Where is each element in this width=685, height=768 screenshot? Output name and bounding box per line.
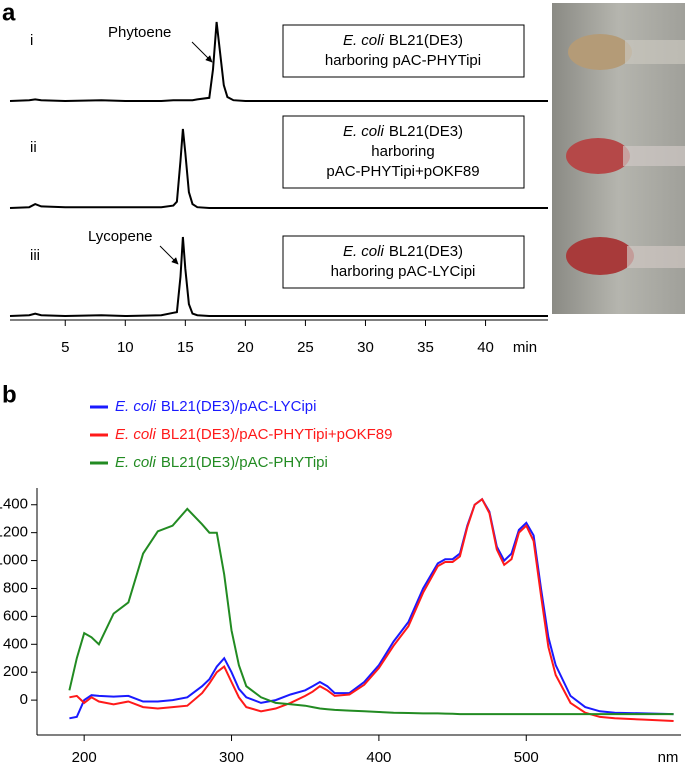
spectrum [69, 497, 674, 722]
box-text: BL21(DE3) [389, 32, 463, 49]
box-text: E. coli BL21(DE3) [343, 123, 463, 140]
trace [9, 21, 548, 103]
box-text: E. coli BL21(DE3) [343, 32, 463, 49]
legend-prefix: E. coli [115, 398, 157, 415]
legend-name: BL21(DE3)/pAC-PHYTipi+pOKF89 [161, 426, 393, 443]
trace-label: ii [30, 139, 37, 156]
y-tick-label: 1200 [0, 524, 28, 541]
x-tick-label: 30 [357, 339, 374, 356]
trace-label: iii [30, 247, 40, 264]
y-tick-label: 600 [3, 607, 28, 624]
y-tick-label: 0 [20, 691, 28, 708]
y-tick-label: 200 [3, 663, 28, 680]
legend-entry: E. coli BL21(DE3)/pAC-LYCipi [115, 398, 316, 415]
x-tick-label: 15 [177, 339, 194, 356]
legend-name: BL21(DE3)/pAC-PHYTipi [161, 454, 328, 471]
box-text-italic: E. coli [343, 32, 385, 49]
x-axis-label: nm [658, 749, 679, 766]
box-text: pAC-PHYTipi+pOKF89 [326, 163, 479, 180]
box-text: BL21(DE3) [389, 243, 463, 260]
box-text-italic: E. coli [343, 123, 385, 140]
x-tick-label: 40 [477, 339, 494, 356]
x-axis-label: min [513, 339, 537, 356]
box-text-italic: E. coli [343, 243, 385, 260]
legend-entry: E. coli BL21(DE3)/pAC-PHYTipi+pOKF89 [115, 426, 392, 443]
x-tick-label: 25 [297, 339, 314, 356]
x-tick-label: 400 [366, 749, 391, 766]
photo [552, 3, 685, 314]
panel-label: b [2, 381, 17, 408]
legend-entry: E. coli BL21(DE3)/pAC-PHYTipi [115, 454, 328, 471]
x-tick-label: 20 [237, 339, 254, 356]
annotation: Lycopene [88, 228, 153, 245]
box-text: harboring pAC-PHYTipi [325, 52, 481, 69]
y-tick-label: 1000 [0, 552, 28, 569]
y-tick-label: 800 [3, 579, 28, 596]
x-tick-label: 500 [514, 749, 539, 766]
label-box [282, 115, 525, 189]
legend-prefix: E. coli [115, 426, 157, 443]
annotation: Phytoene [108, 24, 171, 41]
spectrum [68, 507, 674, 716]
box-text: E. coli BL21(DE3) [343, 243, 463, 260]
legend-name: BL21(DE3)/pAC-LYCipi [161, 398, 317, 415]
trace [9, 128, 548, 209]
x-tick-label: 10 [117, 339, 134, 356]
box-text: BL21(DE3) [389, 123, 463, 140]
label-box [282, 235, 525, 289]
arrow [159, 245, 179, 265]
legend-prefix: E. coli [115, 454, 157, 471]
x-tick-label: 300 [219, 749, 244, 766]
label-box [282, 24, 525, 78]
x-tick-label: 200 [72, 749, 97, 766]
trace [9, 236, 548, 318]
y-tick-label: 400 [3, 635, 28, 652]
trace-label: i [30, 32, 33, 49]
box-text: harboring pAC-LYCipi [331, 263, 476, 280]
y-tick-label: 1400 [0, 496, 28, 513]
arrow [191, 41, 213, 63]
spectrum [69, 497, 674, 720]
x-tick-label: 35 [417, 339, 434, 356]
box-text: harboring [371, 143, 434, 160]
x-tick-label: 5 [61, 339, 69, 356]
panel-label: a [2, 0, 16, 26]
